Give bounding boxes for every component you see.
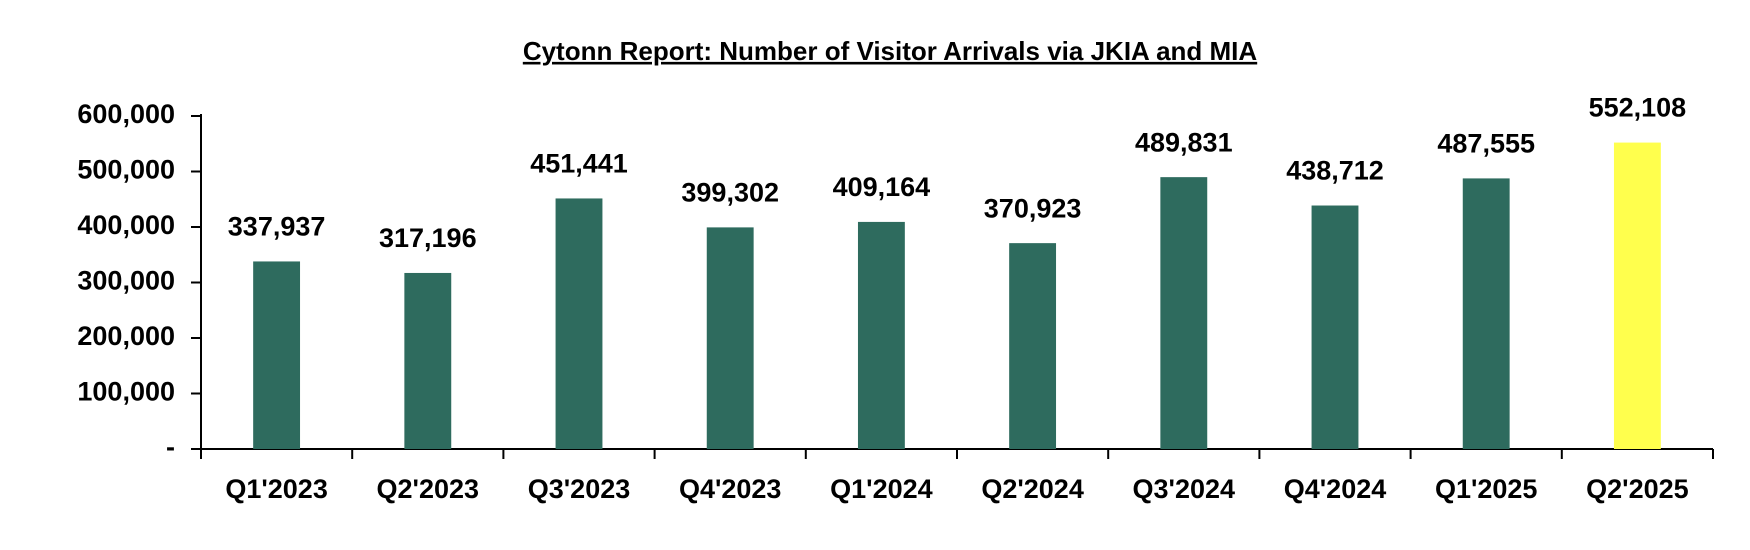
value-label: 438,712 bbox=[1286, 156, 1384, 186]
x-tick-label: Q1'2023 bbox=[225, 474, 328, 504]
value-label: 337,937 bbox=[228, 212, 326, 242]
value-label: 489,831 bbox=[1135, 127, 1233, 157]
y-tick-label: 100,000 bbox=[77, 377, 175, 407]
x-tick-label: Q4'2023 bbox=[679, 474, 782, 504]
x-tick-label: Q3'2023 bbox=[528, 474, 631, 504]
bar bbox=[404, 272, 452, 449]
value-label: 399,302 bbox=[681, 178, 779, 208]
bar bbox=[1462, 178, 1510, 449]
bar bbox=[857, 221, 905, 449]
value-label: 451,441 bbox=[530, 149, 628, 179]
bar bbox=[706, 227, 754, 449]
bar bbox=[1009, 243, 1057, 449]
y-tick-label: 300,000 bbox=[77, 266, 175, 296]
x-tick-label: Q1'2024 bbox=[830, 474, 933, 504]
bar bbox=[1160, 177, 1208, 449]
y-tick-label: 500,000 bbox=[77, 155, 175, 185]
value-label: 552,108 bbox=[1589, 93, 1687, 123]
y-tick-label: - bbox=[166, 432, 175, 462]
x-tick-label: Q1'2025 bbox=[1435, 474, 1538, 504]
y-tick-label: 200,000 bbox=[77, 321, 175, 351]
x-tick-label: Q4'2024 bbox=[1284, 474, 1387, 504]
value-label: 487,555 bbox=[1437, 129, 1535, 159]
bar bbox=[1613, 142, 1661, 449]
x-tick-label: Q2'2024 bbox=[981, 474, 1084, 504]
bar bbox=[555, 198, 603, 449]
chart-title: Cytonn Report: Number of Visitor Arrival… bbox=[523, 36, 1258, 66]
y-tick-label: 400,000 bbox=[77, 210, 175, 240]
value-label: 409,164 bbox=[833, 172, 931, 202]
x-tick-label: Q2'2025 bbox=[1586, 474, 1689, 504]
bar bbox=[253, 261, 301, 449]
value-label: 317,196 bbox=[379, 223, 477, 253]
x-tick-label: Q3'2024 bbox=[1133, 474, 1236, 504]
bar bbox=[1311, 205, 1359, 449]
x-tick-label: Q2'2023 bbox=[377, 474, 480, 504]
y-tick-label: 600,000 bbox=[77, 99, 175, 129]
value-label: 370,923 bbox=[984, 193, 1082, 223]
